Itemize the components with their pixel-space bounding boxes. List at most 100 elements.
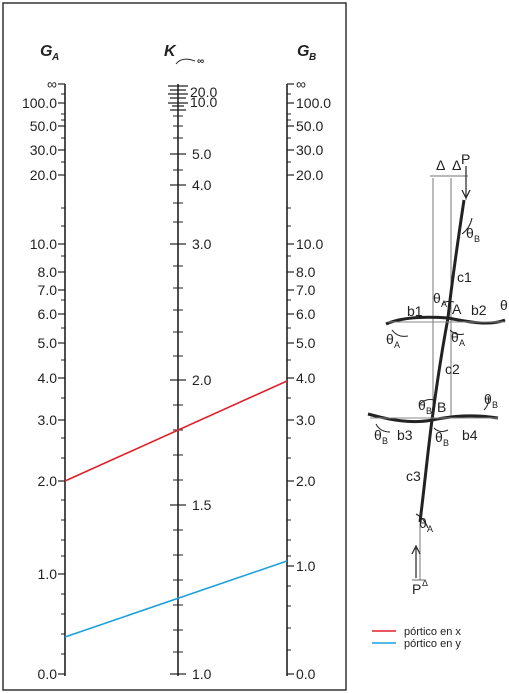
theta-label: θ bbox=[500, 297, 508, 313]
ga-label-30: 30.0 bbox=[30, 142, 57, 158]
ga-label-2: 2.0 bbox=[38, 473, 58, 489]
c1-label: c1 bbox=[457, 269, 472, 285]
gb-label-8: 8.0 bbox=[296, 264, 316, 280]
gb-label-7: 7.0 bbox=[296, 282, 316, 298]
rotation-arc bbox=[433, 427, 449, 433]
b1-label: b1 bbox=[407, 303, 423, 319]
gb-label-6: 6.0 bbox=[296, 306, 316, 322]
theta-sub-a: A bbox=[427, 524, 433, 534]
ga-label-6: 6.0 bbox=[38, 306, 58, 322]
header-k-infinity: ∞ bbox=[197, 56, 204, 67]
gb-label-0: 0.0 bbox=[296, 666, 316, 682]
p-bottom-arrowhead bbox=[411, 544, 421, 555]
line-portico-y bbox=[64, 560, 288, 638]
k-label-5: 5.0 bbox=[192, 146, 212, 162]
theta-label: θ bbox=[433, 290, 441, 306]
header-gb-sub: B bbox=[309, 52, 316, 63]
beam-b1 bbox=[385, 315, 449, 326]
gb-label-30: 30.0 bbox=[296, 142, 323, 158]
delta-label-2: Δ bbox=[452, 157, 461, 173]
header-ga: G A bbox=[40, 43, 59, 63]
node-a-label: A bbox=[452, 301, 462, 317]
ga-label-3: 3.0 bbox=[38, 412, 58, 428]
frame-figure: Δ Δ P θ B c1 b1 θ A A b2 θ bbox=[367, 151, 508, 597]
gb-label-10: 10.0 bbox=[296, 236, 323, 252]
theta-label: θ bbox=[374, 427, 382, 443]
header-ga-sub: A bbox=[51, 52, 59, 63]
k-label-2: 2.0 bbox=[192, 372, 212, 388]
k-label-4: 4.0 bbox=[192, 177, 212, 193]
delta-bottom-label: Δ bbox=[422, 578, 428, 588]
theta-label: θ bbox=[419, 515, 427, 531]
column-c1 bbox=[446, 199, 466, 319]
header-ga-main: G bbox=[40, 43, 52, 60]
c3-label: c3 bbox=[406, 468, 421, 484]
k-scale: 20.0 10.0 5.0 4.0 3.0 2.0 1.5 1.0 bbox=[168, 84, 217, 682]
rotation-arc bbox=[449, 329, 465, 335]
beam-b3 bbox=[367, 412, 433, 424]
theta-label: θ bbox=[418, 397, 426, 413]
header-k-leader bbox=[175, 58, 196, 65]
p-bottom-label: P bbox=[412, 581, 421, 597]
theta-label: θ bbox=[451, 329, 459, 345]
k-label-3: 3.0 bbox=[192, 236, 212, 252]
gb-label-2: 2.0 bbox=[296, 473, 316, 489]
node-b-label: B bbox=[437, 399, 446, 415]
ga-label-7: 7.0 bbox=[38, 282, 58, 298]
rotation-arc bbox=[391, 329, 409, 337]
ga-label-4: 4.0 bbox=[38, 370, 58, 386]
rotation-arc bbox=[461, 217, 473, 235]
gb-label-3: 3.0 bbox=[296, 412, 316, 428]
theta-sub-b: B bbox=[443, 438, 449, 448]
ga-label-50: 50.0 bbox=[30, 118, 57, 134]
nomogram-border bbox=[2, 2, 347, 691]
gb-minor-ticks bbox=[287, 93, 291, 651]
theta-label: θ bbox=[386, 331, 394, 347]
header-gb-main: G bbox=[297, 43, 309, 60]
theta-label: θ bbox=[484, 391, 492, 407]
k-label-20: 20.0 bbox=[190, 84, 217, 100]
theta-sub-b: B bbox=[426, 406, 432, 416]
gb-scale: ∞ 100.0 50.0 30.0 20.0 10.0 8.0 7.0 6.0 … bbox=[287, 76, 331, 682]
gb-label-4: 4.0 bbox=[296, 370, 316, 386]
rotation-arc bbox=[441, 300, 455, 305]
k-label-10: 10.0 bbox=[190, 94, 217, 110]
delta-label-1: Δ bbox=[436, 157, 445, 173]
theta-sub-a: A bbox=[459, 338, 465, 348]
k-label-1-5: 1.5 bbox=[192, 497, 212, 513]
ga-label-8: 8.0 bbox=[38, 264, 58, 280]
ga-label-100: 100.0 bbox=[22, 95, 57, 111]
k-minor-ticks bbox=[173, 115, 183, 653]
gb-label-50: 50.0 bbox=[296, 118, 323, 134]
column-c2 bbox=[430, 317, 450, 421]
gb-label-100: 100.0 bbox=[296, 95, 331, 111]
theta-sub-b: B bbox=[382, 436, 388, 446]
ga-scale: ∞ 100.0 50.0 30.0 20.0 10.0 8.0 7.0 6.0 … bbox=[22, 76, 65, 682]
p-top-arrowhead bbox=[461, 189, 471, 200]
ga-label-5: 5.0 bbox=[38, 335, 58, 351]
gb-label-1: 1.0 bbox=[296, 558, 316, 574]
k-label-1: 1.0 bbox=[192, 666, 212, 682]
gb-label-20: 20.0 bbox=[296, 167, 323, 183]
c2-label: c2 bbox=[445, 361, 460, 377]
b3-label: b3 bbox=[397, 427, 413, 443]
rotation-arc bbox=[483, 395, 489, 411]
rotation-arc bbox=[415, 513, 429, 529]
theta-label: θ bbox=[435, 429, 443, 445]
gb-label-5: 5.0 bbox=[296, 335, 316, 351]
rotation-arc bbox=[375, 423, 391, 433]
beam-b4 bbox=[431, 414, 499, 422]
rotation-arc bbox=[419, 399, 435, 405]
theta-sub-b: B bbox=[492, 400, 498, 410]
header-k: K ∞ bbox=[164, 43, 204, 67]
theta-sub-a: A bbox=[394, 340, 400, 350]
theta-sub-b: B bbox=[474, 234, 480, 244]
line-portico-x bbox=[64, 380, 288, 482]
theta-sub-a: A bbox=[441, 299, 447, 309]
beam-b2 bbox=[447, 316, 506, 325]
b2-label: b2 bbox=[471, 302, 487, 318]
gb-label-inf: ∞ bbox=[296, 76, 306, 92]
ga-label-inf: ∞ bbox=[47, 76, 57, 92]
ga-minor-ticks bbox=[61, 93, 65, 655]
